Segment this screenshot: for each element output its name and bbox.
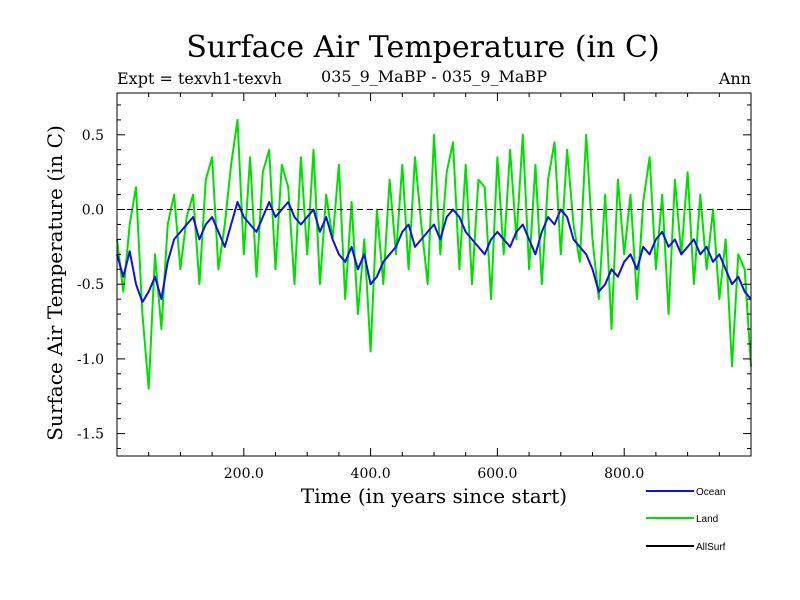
x-tick-label: 600.0: [477, 466, 517, 482]
y-axis-label: Surface Air Temperature (in C): [43, 125, 67, 441]
y-axis: 0.5 0.0 -0.5 -1.0 -1.5: [77, 104, 751, 450]
chart-title: Surface Air Temperature (in C): [186, 30, 659, 65]
x-tick-label: 200.0: [224, 466, 264, 482]
x-tick-label: 800.0: [604, 466, 644, 482]
y-tick-label: 0.0: [82, 203, 104, 219]
series-line-land: [116, 118, 752, 390]
legend-label-allsurf: AllSurf: [696, 542, 726, 553]
y-tick-label: 0.5: [82, 128, 104, 144]
y-tick-label: -0.5: [77, 277, 104, 293]
legend: Ocean Land AllSurf: [646, 487, 726, 553]
y-tick-label: -1.5: [77, 427, 104, 443]
subtitle-left: Expt = texvh1-texvh: [117, 69, 282, 88]
x-tick-label: 400.0: [351, 466, 391, 482]
legend-label-land: Land: [696, 514, 718, 525]
series-layer: [116, 118, 752, 390]
x-axis: 200.0 400.0 600.0 800.0: [148, 93, 720, 482]
series-line-ocean: [116, 201, 752, 304]
y-tick-label: -1.0: [77, 352, 104, 368]
subtitle-right: Ann: [718, 69, 751, 88]
subtitle-center: 035_9_MaBP - 035_9_MaBP: [321, 67, 547, 86]
x-axis-label: Time (in years since start): [301, 484, 567, 508]
legend-label-ocean: Ocean: [696, 487, 725, 498]
